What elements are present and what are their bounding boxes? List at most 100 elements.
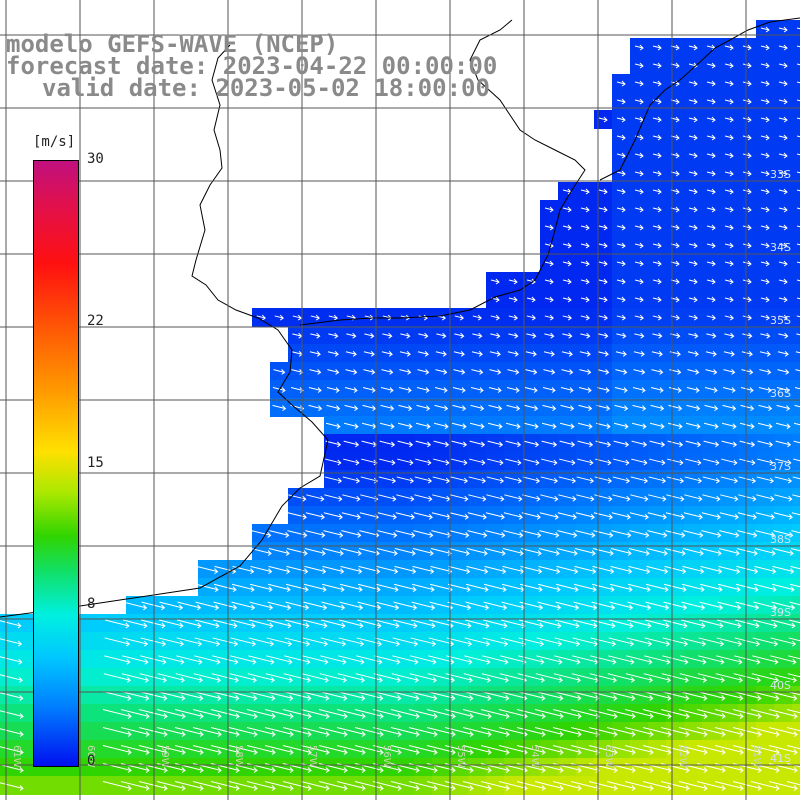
wind-arrow	[750, 709, 780, 719]
wind-arrow	[251, 530, 272, 538]
wind-arrow	[614, 404, 629, 412]
wind-arrow	[724, 332, 735, 339]
longitude-label: 53W	[603, 745, 614, 768]
wind-arrow	[616, 242, 626, 249]
wind-arrow	[591, 583, 615, 593]
wind-arrow	[697, 673, 725, 683]
wind-arrow	[735, 601, 760, 611]
wind-arrow	[588, 745, 618, 755]
wind-arrow	[598, 206, 608, 213]
wind-arrow	[285, 583, 309, 593]
wind-arrow	[282, 727, 312, 737]
wind-speed-cell	[792, 254, 800, 273]
latitude-labels: 33S 34S 35S 36S 37S 38S 39S 40S 41S	[770, 168, 791, 765]
wind-arrow	[757, 422, 773, 430]
wind-arrow	[300, 709, 330, 719]
wind-speed-cell	[18, 650, 37, 669]
wind-arrow	[650, 387, 664, 393]
wind-arrow	[246, 745, 276, 755]
wind-speed-cell	[792, 398, 800, 417]
wind-arrow	[325, 422, 341, 430]
wind-arrow	[537, 601, 562, 611]
wind-arrow	[662, 637, 689, 647]
wind-arrow	[769, 691, 798, 701]
wind-arrow	[736, 565, 759, 575]
wind-arrow	[597, 350, 609, 357]
wind-speed-cell	[18, 758, 37, 777]
wind-arrow	[174, 727, 204, 737]
wind-arrow	[714, 745, 744, 755]
wind-arrow	[543, 350, 555, 357]
wind-arrow	[575, 530, 596, 538]
wind-arrow	[598, 278, 608, 285]
wind-arrow	[558, 476, 577, 484]
wind-arrow	[616, 80, 626, 87]
wind-arrow	[508, 314, 518, 321]
wind-arrow	[415, 422, 431, 430]
wind-arrow	[303, 583, 327, 593]
wind-arrow	[624, 709, 654, 719]
wind-arrow	[596, 387, 610, 393]
wind-arrow	[699, 619, 724, 629]
wind-arrow	[650, 404, 665, 412]
wind-arrow	[540, 494, 559, 502]
wind-arrow	[796, 207, 800, 210]
wind-arrow	[616, 260, 626, 267]
wind-arrow	[706, 224, 716, 231]
wind-arrow	[591, 619, 616, 629]
wind-arrow	[580, 278, 590, 285]
wind-arrow	[322, 565, 345, 575]
wind-arrow	[607, 691, 636, 701]
wind-speed-cell	[792, 776, 800, 795]
wind-arrow	[229, 691, 258, 701]
wind-arrow	[357, 619, 382, 629]
wind-arrow	[246, 709, 276, 719]
wind-arrow	[485, 530, 506, 538]
wind-arrow	[741, 369, 754, 375]
wind-arrow	[757, 440, 774, 448]
wind-arrow	[796, 27, 800, 30]
coastline	[0, 44, 329, 618]
wind-arrow	[398, 404, 413, 412]
wind-arrow	[273, 369, 286, 375]
wind-speed-cell	[792, 200, 800, 219]
wind-arrow	[380, 404, 395, 412]
wind-arrow	[634, 80, 644, 87]
wind-arrow	[580, 314, 590, 321]
wind-arrow	[717, 619, 742, 629]
wind-speed-cell	[792, 20, 800, 39]
wind-arrow	[302, 655, 329, 665]
wind-arrow	[306, 494, 325, 502]
wind-arrow	[562, 242, 572, 249]
wind-arrow	[724, 152, 734, 159]
wind-arrow	[736, 548, 758, 556]
wind-arrow	[465, 601, 490, 611]
wind-arrow	[356, 637, 383, 647]
colorbar-tick-label: 8	[87, 596, 96, 613]
wind-arrow	[480, 781, 510, 791]
wind-arrow	[373, 673, 401, 683]
wind-arrow	[634, 62, 644, 69]
wind-arrow	[634, 296, 644, 303]
wind-arrow	[231, 583, 255, 593]
wind-arrow	[737, 512, 757, 520]
wind-arrow	[616, 332, 627, 339]
wind-arrow	[357, 601, 382, 611]
wind-arrow	[508, 278, 518, 285]
wind-arrow	[503, 530, 524, 538]
wind-arrow	[724, 98, 734, 105]
wind-arrow	[523, 422, 539, 430]
wind-arrow	[760, 80, 770, 87]
wind-speed-cell	[90, 668, 109, 687]
wind-arrow	[714, 709, 744, 719]
wind-arrow	[660, 781, 690, 791]
wind-arrow	[504, 494, 523, 502]
wind-arrow	[752, 637, 779, 647]
wind-arrow	[398, 387, 412, 393]
wind-arrow	[487, 422, 503, 430]
wind-arrow	[669, 369, 682, 375]
wind-arrow	[793, 422, 800, 426]
wind-arrow	[480, 745, 510, 755]
wind-arrow	[544, 332, 555, 339]
wind-arrow	[678, 727, 708, 737]
